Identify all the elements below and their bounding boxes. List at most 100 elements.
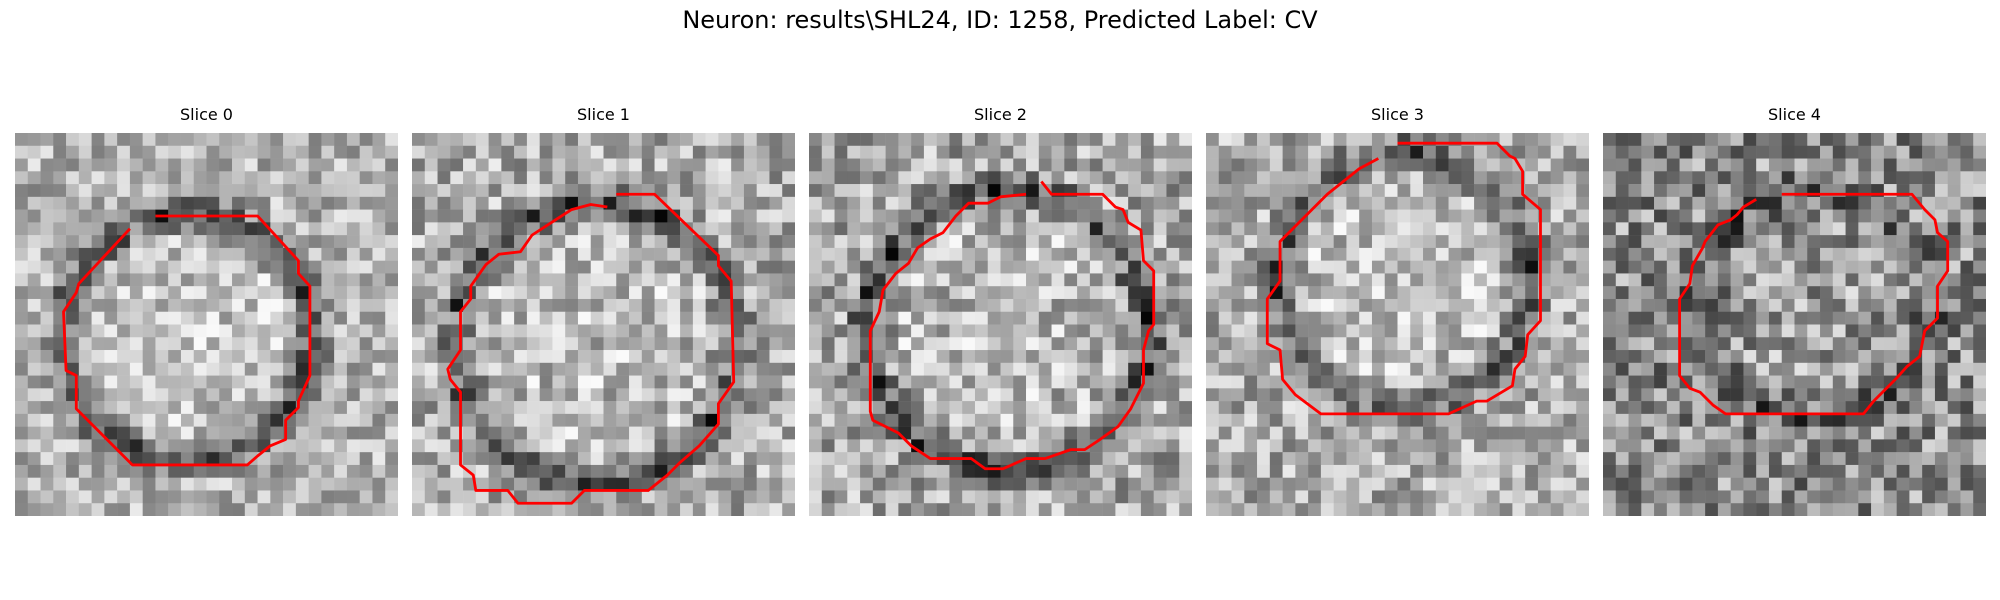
pixel (424, 209, 438, 223)
pixel (1615, 490, 1629, 504)
pixel (1320, 145, 1334, 159)
pixel (1218, 171, 1232, 185)
pixel (117, 260, 131, 274)
pixel (321, 286, 335, 300)
pixel (1308, 477, 1322, 491)
pixel (1705, 273, 1719, 287)
pixel (1474, 388, 1488, 402)
pixel (1934, 133, 1948, 147)
pixel (91, 362, 105, 376)
pixel (1666, 503, 1680, 516)
pixel (1960, 452, 1974, 466)
pixel (1743, 286, 1757, 300)
pixel (1346, 388, 1360, 402)
pixel (1206, 171, 1220, 185)
pixel (847, 350, 861, 364)
pixel (334, 375, 348, 389)
pixel (1218, 375, 1232, 389)
pixel (898, 184, 912, 198)
pixel (283, 362, 297, 376)
pixel (1692, 184, 1706, 198)
pixel (860, 209, 874, 223)
pixel (1525, 158, 1539, 172)
pixel (1845, 196, 1859, 210)
pixel (1615, 184, 1629, 198)
pixel (1512, 324, 1526, 338)
pixel (898, 247, 912, 261)
pixel (923, 413, 937, 427)
pixel (1537, 413, 1551, 427)
pixel (1051, 196, 1065, 210)
pixel (1295, 298, 1309, 312)
pixel (1960, 375, 1974, 389)
pixel (641, 375, 655, 389)
pixel (565, 171, 579, 185)
pixel (463, 490, 477, 504)
pixel (1692, 490, 1706, 504)
pixel (1845, 247, 1859, 261)
pixel (962, 286, 976, 300)
pixel (1896, 401, 1910, 415)
pixel (1641, 133, 1655, 147)
pixel (1717, 145, 1731, 159)
pixel (232, 171, 246, 185)
pixel (1512, 209, 1526, 223)
pixel (40, 362, 54, 376)
pixel (257, 426, 271, 440)
pixel (962, 235, 976, 249)
pixel (1064, 298, 1078, 312)
pixel (1756, 452, 1770, 466)
pixel (1435, 426, 1449, 440)
pixel (1576, 311, 1589, 325)
pixel (117, 413, 131, 427)
pixel (180, 413, 194, 427)
pixel (1231, 145, 1245, 159)
pixel (488, 452, 502, 466)
pixel (463, 133, 477, 147)
pixel (962, 401, 976, 415)
pixel (1768, 388, 1782, 402)
pixel (1807, 426, 1821, 440)
pixel (590, 133, 604, 147)
pixel (1807, 298, 1821, 312)
pixel (769, 375, 783, 389)
pixel (641, 273, 655, 287)
pixel (1269, 388, 1283, 402)
pixel (1000, 273, 1014, 287)
pixel (1679, 247, 1693, 261)
pixel (1730, 324, 1744, 338)
pixel (629, 133, 643, 147)
pixel (78, 401, 92, 415)
pixel (1537, 388, 1551, 402)
pixel (1282, 260, 1296, 274)
pixel (1603, 337, 1617, 351)
pixel (898, 350, 912, 364)
pixel (565, 145, 579, 159)
pixel (1282, 145, 1296, 159)
pixel (756, 171, 770, 185)
pixel (321, 298, 335, 312)
pixel (1206, 133, 1220, 147)
pixel (782, 311, 795, 325)
pixel (257, 452, 271, 466)
pixel (1550, 337, 1564, 351)
pixel (1679, 464, 1693, 478)
pixel (1179, 158, 1192, 172)
pixel (629, 209, 643, 223)
pixel (1576, 426, 1589, 440)
pixel (1102, 158, 1116, 172)
pixel (1845, 503, 1859, 516)
pixel (1346, 426, 1360, 440)
pixel (168, 401, 182, 415)
pixel (718, 133, 732, 147)
pixel (308, 298, 322, 312)
pixel (283, 298, 297, 312)
pixel (539, 247, 553, 261)
pixel (680, 388, 694, 402)
pixel (1717, 298, 1731, 312)
pixel (1512, 452, 1526, 466)
pixel (692, 362, 706, 376)
pixel (488, 362, 502, 376)
pixel (334, 133, 348, 147)
pixel (1512, 337, 1526, 351)
